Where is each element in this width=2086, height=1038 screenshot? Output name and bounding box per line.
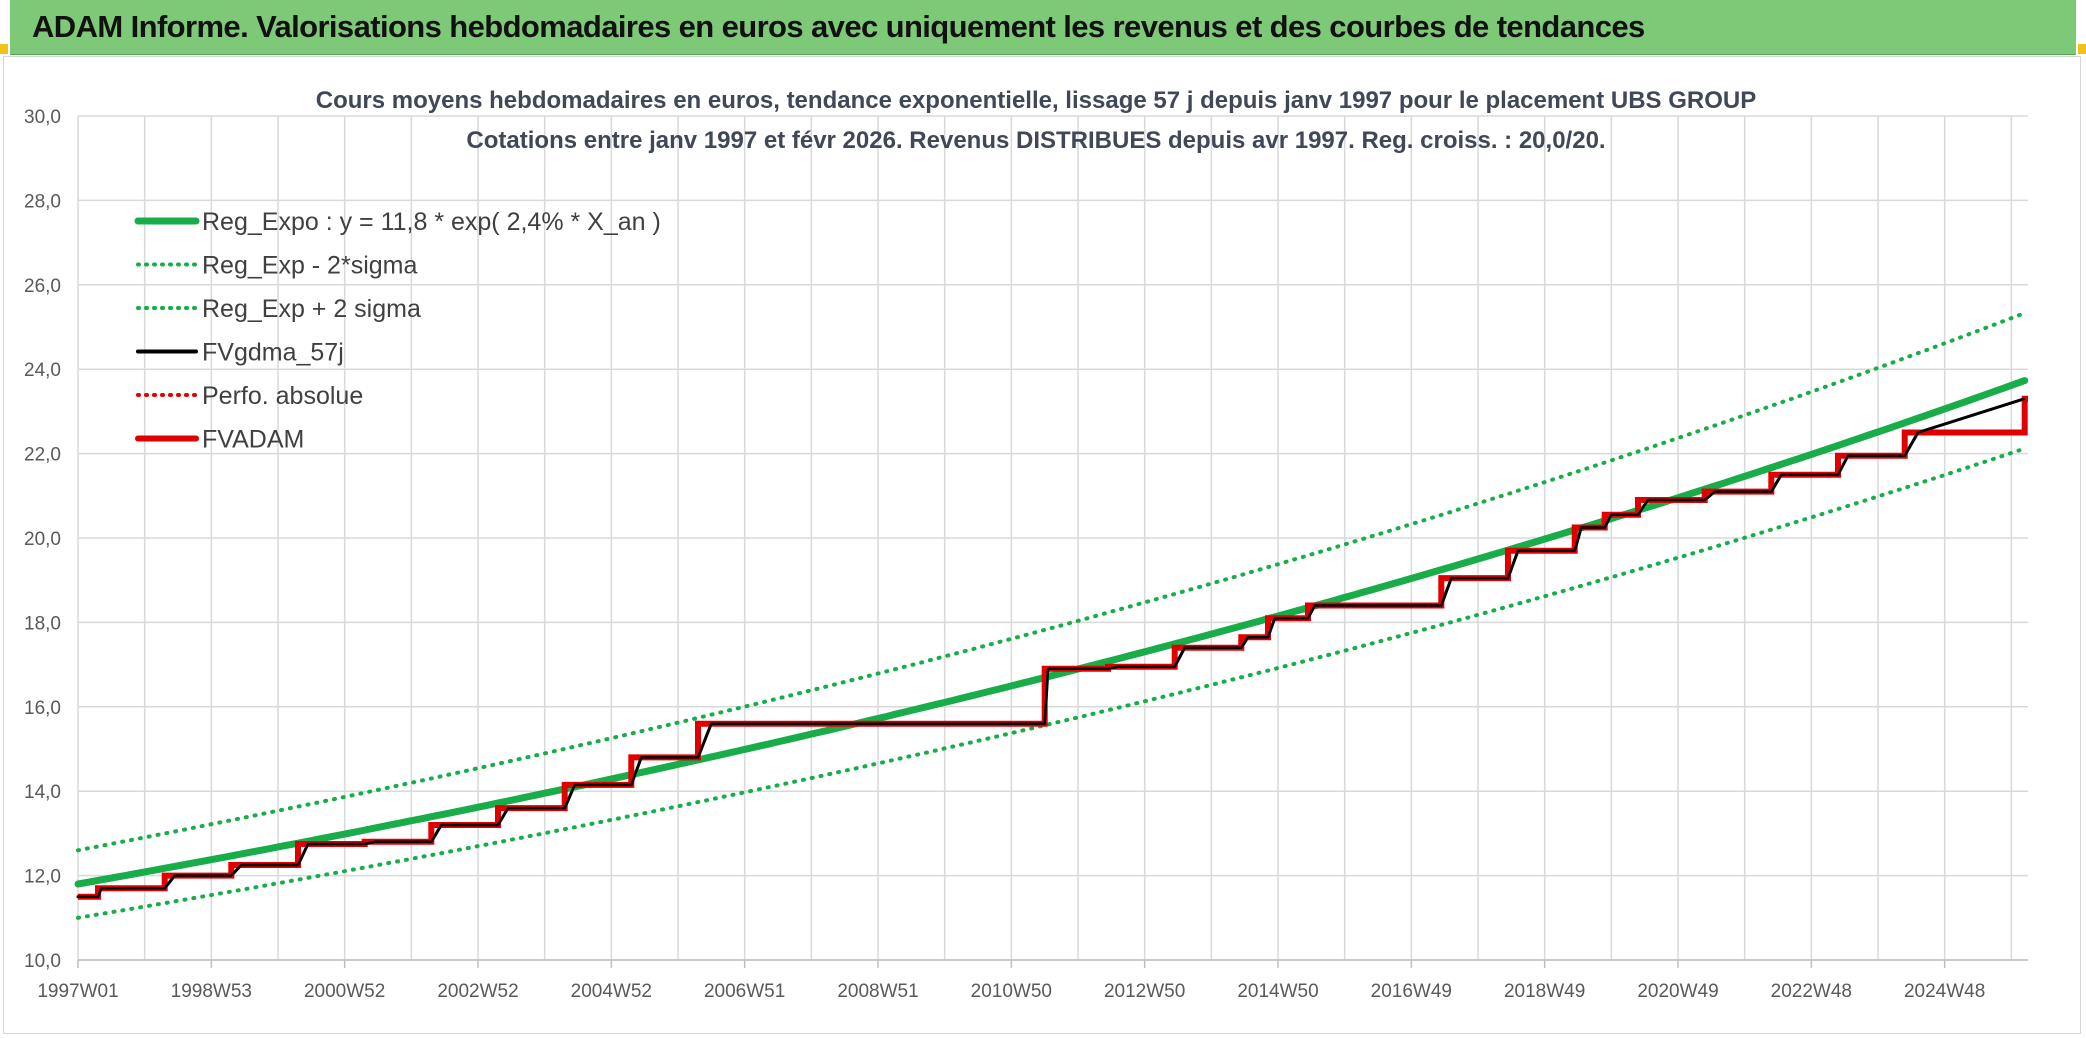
reg-expo-line xyxy=(74,377,2029,888)
legend-label: Perfo. absolue xyxy=(202,382,363,410)
x-tick-label: 2004W52 xyxy=(571,981,652,1002)
y-tick-label: 22,0 xyxy=(24,445,61,466)
x-tick-label: 2014W50 xyxy=(1237,981,1318,1002)
x-tick-label: 2006W51 xyxy=(704,981,785,1002)
corner-right-marker xyxy=(2078,44,2086,54)
x-tick-label: 2000W52 xyxy=(304,981,385,1002)
x-tick-label: 2012W50 xyxy=(1104,981,1185,1002)
y-tick-label: 26,0 xyxy=(24,276,61,297)
chart-title-line-1: Cours moyens hebdomadaires en euros, ten… xyxy=(316,87,1756,114)
legend: Reg_Expo : y = 11,8 * exp( 2,4% * X_an )… xyxy=(134,208,661,454)
x-tick-label: 2020W49 xyxy=(1637,981,1718,1002)
x-tick-label: 2018W49 xyxy=(1504,981,1585,1002)
y-tick-label: 24,0 xyxy=(24,360,61,381)
x-tick-label: 2016W49 xyxy=(1371,981,1452,1002)
reg-exp-minus-2sigma-line xyxy=(76,446,2027,920)
legend-label: FVgdma_57j xyxy=(202,339,344,367)
y-tick-label: 28,0 xyxy=(24,191,61,212)
reg-exp-plus-2sigma-line xyxy=(76,311,2027,853)
y-axis: 10,0 12,0 14,0 16,0 18,0 20,0 22,0 24,0 26,0 28,0… xyxy=(24,107,61,972)
report-title: ADAM Informe. Valorisations hebdomadaire… xyxy=(32,9,1645,44)
series-layer xyxy=(74,311,2029,920)
x-tick-label: 1998W53 xyxy=(171,981,252,1002)
x-tick-label: 2024W48 xyxy=(1904,981,1985,1002)
x-tick-label: 2010W50 xyxy=(971,981,1052,1002)
legend-label: FVADAM xyxy=(202,426,304,454)
y-tick-label: 16,0 xyxy=(24,698,61,719)
y-tick-label: 20,0 xyxy=(24,529,61,550)
y-tick-label: 14,0 xyxy=(24,782,61,803)
corner-left-marker xyxy=(0,44,8,54)
y-tick-label: 30,0 xyxy=(24,107,61,128)
y-tick-label: 18,0 xyxy=(24,613,61,634)
gridlines xyxy=(77,115,2028,961)
y-tick-label: 12,0 xyxy=(24,867,61,888)
x-tick-label: 1997W01 xyxy=(37,981,118,1002)
y-tick-label: 10,0 xyxy=(24,951,61,972)
legend-label: Reg_Expo : y = 11,8 * exp( 2,4% * X_an ) xyxy=(202,208,661,236)
chart-area xyxy=(3,56,2081,1034)
fvadam-line xyxy=(78,395,2028,900)
x-axis: 1997W01 1998W53 2000W52 2002W52 2004W52 2006W… xyxy=(37,960,1985,1002)
fvgdma-57j-line xyxy=(78,397,2026,898)
x-tick-label: 2022W48 xyxy=(1771,981,1852,1002)
x-tick-label: 2002W52 xyxy=(437,981,518,1002)
report-banner: ADAM Informe. Valorisations hebdomadaire… xyxy=(10,0,2076,55)
legend-label: Reg_Exp - 2*sigma xyxy=(202,252,417,280)
chart-title-line-2: Cotations entre janv 1997 et févr 2026. … xyxy=(466,127,1605,154)
x-tick-label: 2008W51 xyxy=(837,981,918,1002)
legend-label: Reg_Exp + 2 sigma xyxy=(202,295,421,323)
fvgdma-57j-line xyxy=(76,397,2027,899)
